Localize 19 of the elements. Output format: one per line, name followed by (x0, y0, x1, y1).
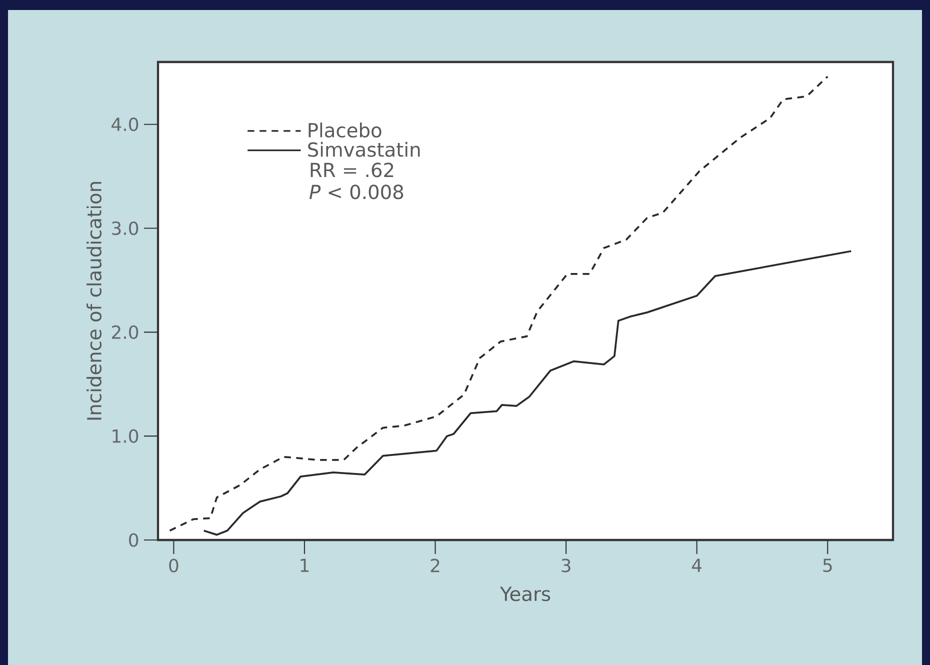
y-tick-label: 0 (129, 533, 138, 547)
line-series (168, 76, 829, 532)
annotation: P < 0.008 (309, 184, 404, 200)
x-tick-label: 4 (692, 558, 702, 572)
x-tick-label: 2 (430, 558, 440, 572)
y-tick-label: 4.0 (112, 118, 138, 132)
line-series (202, 250, 852, 536)
x-tick-label: 0 (169, 558, 178, 572)
x-tick-label: 3 (562, 558, 570, 572)
y-tick-label: 3.0 (112, 221, 138, 236)
y-tick-label: 1.0 (112, 429, 138, 443)
legend-label: Placebo (308, 122, 382, 138)
y-tick-label: 2.0 (112, 325, 138, 339)
y-axis-title: Incidence of claudication (86, 182, 102, 420)
legend-label: Simvastatin (308, 142, 420, 157)
annotation: RR = .62 (310, 162, 394, 178)
x-tick-label: 1 (300, 558, 309, 572)
x-axis-title: Years (500, 586, 550, 602)
x-tick-label: 5 (823, 558, 832, 572)
